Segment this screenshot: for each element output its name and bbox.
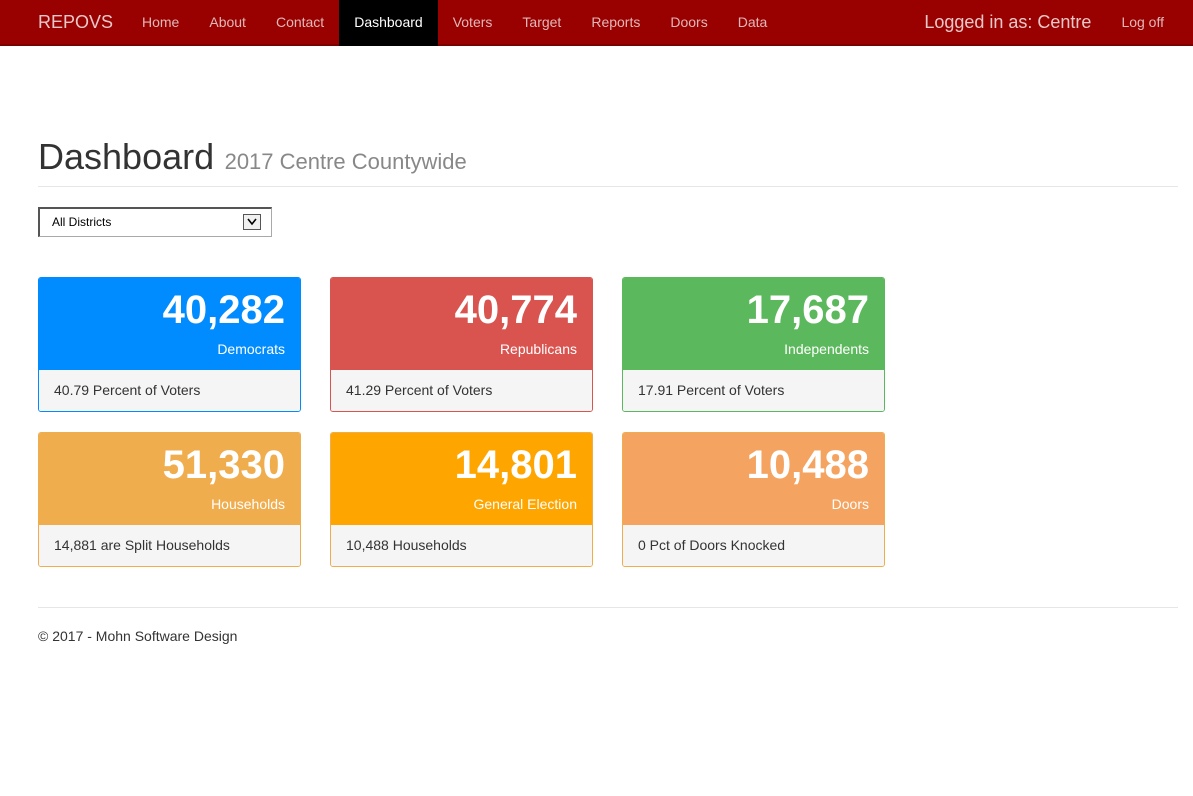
panel-number: 51,330 — [162, 443, 285, 487]
panel-label: Republicans — [499, 341, 577, 357]
panel-number: 40,774 — [454, 288, 577, 332]
main-nav: Home About Contact Dashboard Voters Targ… — [127, 0, 782, 46]
district-select[interactable]: All Districts — [38, 207, 272, 237]
brand-link[interactable]: REPOVS — [38, 12, 114, 32]
panel-heading: 10,488 Doors — [623, 433, 884, 525]
panel-label: Democrats — [217, 341, 285, 357]
panel-heading: 51,330 Households — [39, 433, 300, 525]
nav-target[interactable]: Target — [522, 14, 562, 30]
top-navbar: REPOVS Home About Contact Dashboard Vote… — [0, 0, 1193, 46]
log-off-link[interactable]: Log off — [1121, 14, 1164, 30]
panel-democrats[interactable]: 40,282 Democrats 40.79 Percent of Voters — [38, 277, 301, 412]
page-title: Dashboard — [38, 136, 215, 177]
panel-footer: 17.91 Percent of Voters — [623, 370, 884, 411]
panel-heading: 40,282 Democrats — [39, 278, 300, 370]
panel-number: 17,687 — [746, 288, 869, 332]
panel-number: 14,801 — [454, 443, 577, 487]
panel-heading: 40,774 Republicans — [331, 278, 592, 370]
page-header: Dashboard 2017 Centre Countywide — [38, 136, 1178, 187]
panel-republicans[interactable]: 40,774 Republicans 41.29 Percent of Voters — [330, 277, 593, 412]
district-select-value: All Districts — [52, 215, 112, 229]
panel-doors[interactable]: 10,488 Doors 0 Pct of Doors Knocked — [622, 432, 885, 567]
panel-heading: 17,687 Independents — [623, 278, 884, 370]
panel-footer: 14,881 are Split Households — [39, 525, 300, 566]
panel-general-election[interactable]: 14,801 General Election 10,488 Households — [330, 432, 593, 567]
panel-households[interactable]: 51,330 Households 14,881 are Split Househo… — [38, 432, 301, 567]
panel-footer: 10,488 Households — [331, 525, 592, 566]
panel-label: Independents — [784, 341, 869, 357]
nav-reports[interactable]: Reports — [591, 14, 641, 30]
nav-voters[interactable]: Voters — [452, 14, 493, 30]
panel-number: 40,282 — [162, 288, 285, 332]
panel-footer: 40.79 Percent of Voters — [39, 370, 300, 411]
page-subtitle: 2017 Centre Countywide — [224, 149, 467, 174]
panel-number: 10,488 — [746, 443, 869, 487]
panel-label: General Election — [473, 496, 577, 512]
logged-in-label[interactable]: Logged in as: Centre — [924, 12, 1092, 32]
panel-label: Doors — [831, 496, 869, 512]
nav-about[interactable]: About — [209, 14, 246, 30]
panel-independents[interactable]: 17,687 Independents 17.91 Percent of Voter… — [622, 277, 885, 412]
chevron-down-icon[interactable] — [243, 214, 261, 230]
nav-dashboard[interactable]: Dashboard — [339, 0, 438, 46]
nav-home[interactable]: Home — [142, 14, 180, 30]
panel-label: Households — [211, 496, 285, 512]
footer-copyright: © 2017 - Mohn Software Design — [38, 628, 238, 644]
panel-footer: 0 Pct of Doors Knocked — [623, 525, 884, 566]
footer-divider — [38, 607, 1178, 608]
nav-data[interactable]: Data — [737, 14, 768, 30]
nav-contact[interactable]: Contact — [275, 14, 325, 30]
user-nav: Logged in as: Centre Log off — [909, 0, 1179, 46]
panel-footer: 41.29 Percent of Voters — [331, 370, 592, 411]
nav-doors[interactable]: Doors — [670, 14, 708, 30]
panel-heading: 14,801 General Election — [331, 433, 592, 525]
